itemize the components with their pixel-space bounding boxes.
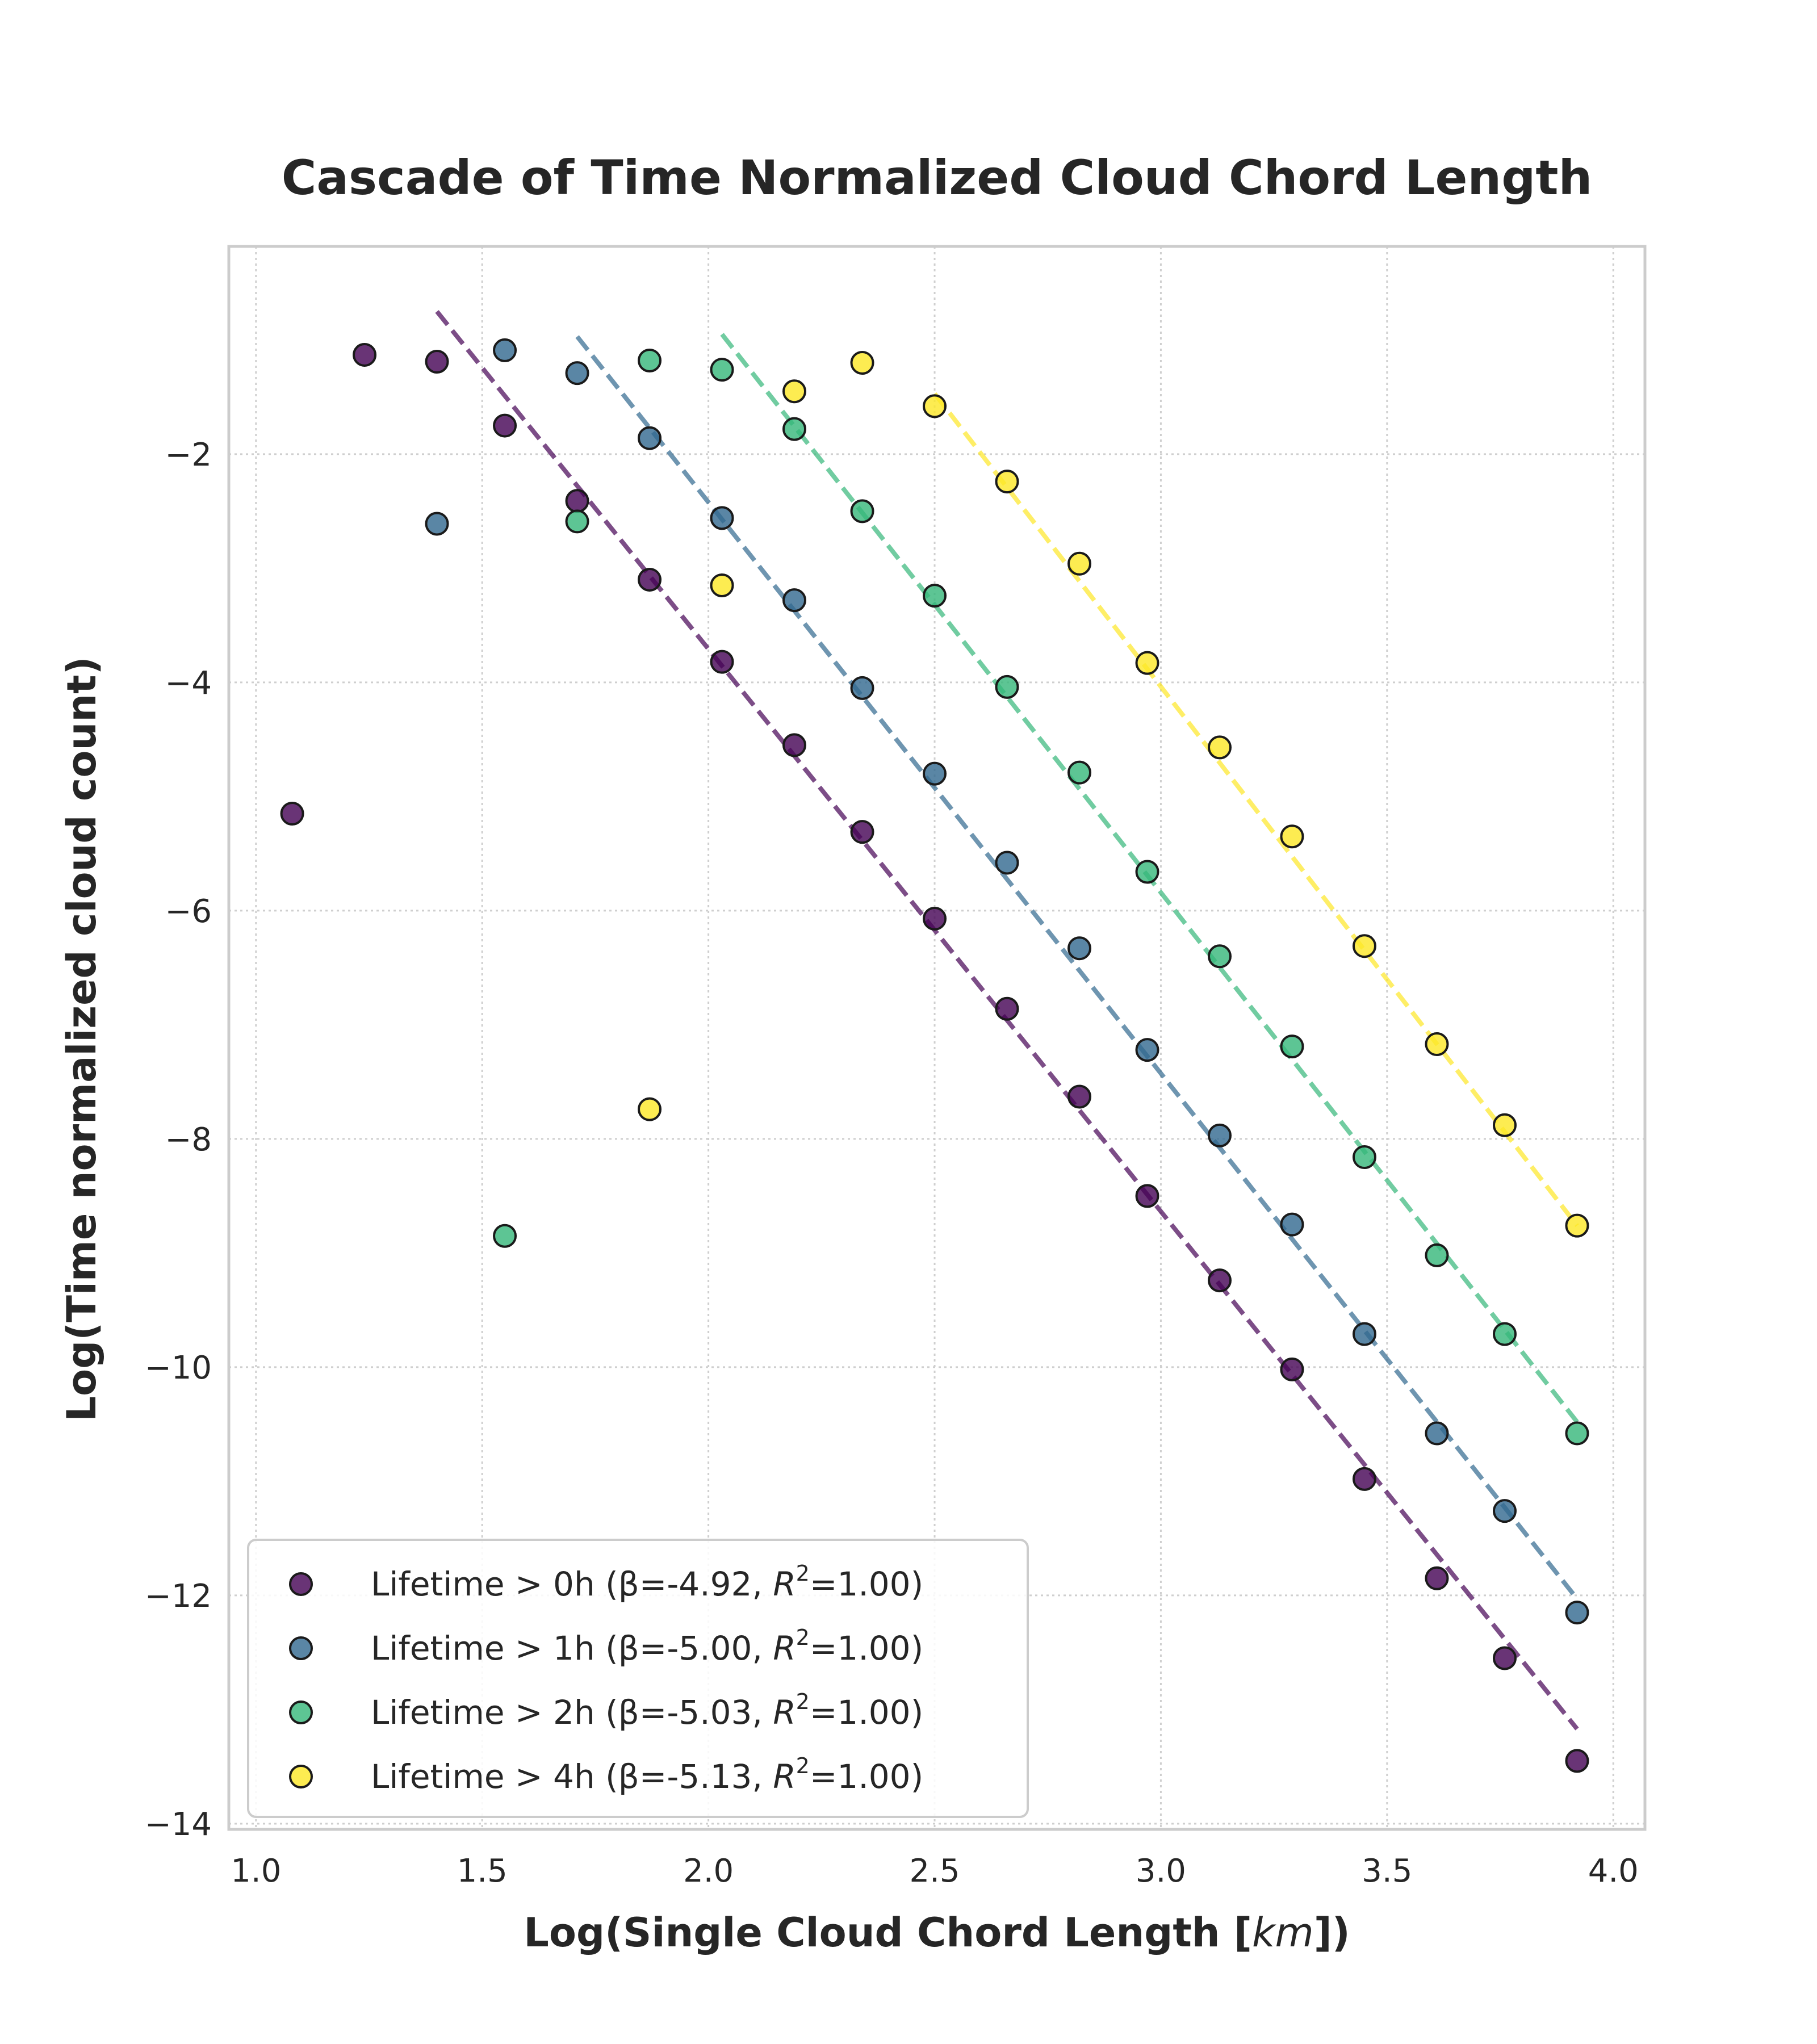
- data-point-series-3: [1352, 934, 1376, 958]
- data-point-series-2: [710, 358, 734, 382]
- data-point-series-2: [493, 1224, 517, 1248]
- data-point-series-3: [1067, 551, 1091, 576]
- data-point-series-0: [493, 413, 517, 438]
- data-point-series-2: [995, 675, 1019, 699]
- data-point-series-1: [565, 361, 589, 386]
- legend: Lifetime > 0h (β=-4.92, R2=1.00) Lifetime…: [247, 1539, 1029, 1818]
- data-point-series-2: [1352, 1145, 1376, 1170]
- data-point-series-1: [493, 338, 517, 362]
- legend-label: Lifetime > 1h (β=-5.00, R2=1.00): [371, 1625, 923, 1668]
- data-point-series-1: [1208, 1123, 1232, 1147]
- y-tick-label: −8: [165, 1121, 212, 1158]
- data-point-series-1: [425, 512, 449, 536]
- data-point-series-0: [565, 489, 589, 513]
- data-point-series-0: [1135, 1184, 1159, 1208]
- data-point-series-0: [638, 567, 662, 592]
- y-tick-label: −2: [165, 437, 212, 474]
- plot-frame: [227, 245, 1647, 1831]
- data-point-series-1: [1067, 936, 1091, 961]
- legend-marker: [289, 1636, 313, 1660]
- data-point-series-3: [1280, 824, 1304, 849]
- data-point-series-2: [1565, 1421, 1589, 1446]
- x-tick-label: 1.5: [457, 1853, 508, 1890]
- data-point-series-0: [1280, 1357, 1304, 1381]
- data-point-series-0: [995, 996, 1019, 1021]
- x-tick-labels: 1.0 1.5 2.0 2.5 3.0 3.5 4.0: [231, 1853, 1638, 1890]
- data-point-series-1: [1425, 1421, 1449, 1446]
- legend-box: [247, 1539, 1029, 1818]
- data-point-series-0: [1352, 1467, 1376, 1491]
- y-tick-label: −10: [145, 1350, 212, 1387]
- data-point-series-0: [1067, 1084, 1091, 1109]
- y-tick-label: −14: [145, 1806, 212, 1843]
- data-point-series-2: [1492, 1322, 1517, 1346]
- fit-line-series-3: [932, 392, 1579, 1228]
- data-point-series-1: [782, 588, 807, 613]
- data-point-series-2: [565, 509, 589, 534]
- x-tick-label: 1.0: [231, 1853, 281, 1890]
- data-point-series-1: [1280, 1212, 1304, 1237]
- data-point-series-2: [1067, 760, 1091, 785]
- y-tick-labels: −2 −4 −6 −8 −10 −12 −14: [145, 437, 212, 1843]
- data-point-series-1: [1492, 1499, 1517, 1523]
- data-point-series-3: [995, 470, 1019, 494]
- data-point-series-2: [1425, 1243, 1449, 1267]
- data-point-series-0: [1208, 1268, 1232, 1293]
- data-point-series-3: [1135, 651, 1159, 675]
- data-point-series-0: [353, 342, 377, 367]
- legend-label: Lifetime > 2h (β=-5.03, R2=1.00): [371, 1689, 923, 1732]
- data-point-series-0: [850, 820, 874, 844]
- y-tick-label: −6: [165, 893, 212, 930]
- x-tick-label: 2.0: [683, 1853, 734, 1890]
- y-axis-label: Log(Time normalized cloud count): [58, 656, 105, 1421]
- y-tick-label: −4: [165, 665, 212, 702]
- data-point-series-2: [782, 417, 807, 441]
- data-point-series-0: [710, 650, 734, 674]
- x-tick-label: 4.0: [1588, 1853, 1639, 1890]
- x-tick-label: 3.5: [1362, 1853, 1412, 1890]
- legend-marker: [289, 1700, 313, 1724]
- data-point-series-1: [1565, 1601, 1589, 1625]
- x-tick-label: 2.5: [909, 1853, 960, 1890]
- legend-label: Lifetime > 4h (β=-5.13, R2=1.00): [371, 1753, 923, 1796]
- chart-title: Cascade of Time Normalized Cloud Chord L…: [282, 150, 1593, 206]
- data-point-series-0: [1425, 1566, 1449, 1590]
- data-point-series-0: [425, 350, 449, 374]
- data-points: [280, 338, 1589, 1773]
- data-point-series-2: [638, 349, 662, 373]
- legend-marker: [289, 1572, 313, 1596]
- data-point-series-3: [850, 351, 874, 375]
- data-point-series-3: [710, 573, 734, 597]
- y-tick-label: −12: [145, 1578, 212, 1615]
- data-point-series-3: [1492, 1113, 1517, 1137]
- data-point-series-3: [923, 394, 947, 418]
- data-point-series-3: [1208, 735, 1232, 760]
- data-point-series-3: [1425, 1032, 1449, 1057]
- data-point-series-3: [1565, 1213, 1589, 1238]
- data-point-series-1: [923, 761, 947, 786]
- data-point-series-1: [850, 676, 874, 700]
- data-point-series-1: [1352, 1322, 1376, 1346]
- data-point-series-1: [638, 426, 662, 450]
- x-tick-label: 3.0: [1136, 1853, 1186, 1890]
- data-point-series-2: [923, 584, 947, 608]
- data-point-series-2: [1135, 860, 1159, 884]
- legend-label: Lifetime > 0h (β=-4.92, R2=1.00): [371, 1561, 923, 1603]
- data-point-series-3: [638, 1097, 662, 1121]
- data-point-series-0: [280, 802, 304, 826]
- data-point-series-2: [1280, 1034, 1304, 1059]
- data-point-series-1: [1135, 1038, 1159, 1062]
- legend-marker: [289, 1765, 313, 1789]
- x-axis-label: Log(Single Cloud Chord Length [km]): [524, 1909, 1350, 1956]
- data-point-series-3: [782, 379, 807, 404]
- data-point-series-0: [923, 906, 947, 931]
- data-point-series-0: [782, 733, 807, 757]
- data-point-series-1: [995, 851, 1019, 875]
- data-point-series-0: [1565, 1749, 1589, 1773]
- data-point-series-1: [710, 506, 734, 530]
- data-point-series-0: [1492, 1646, 1517, 1670]
- data-point-series-2: [1208, 944, 1232, 969]
- data-point-series-2: [850, 499, 874, 523]
